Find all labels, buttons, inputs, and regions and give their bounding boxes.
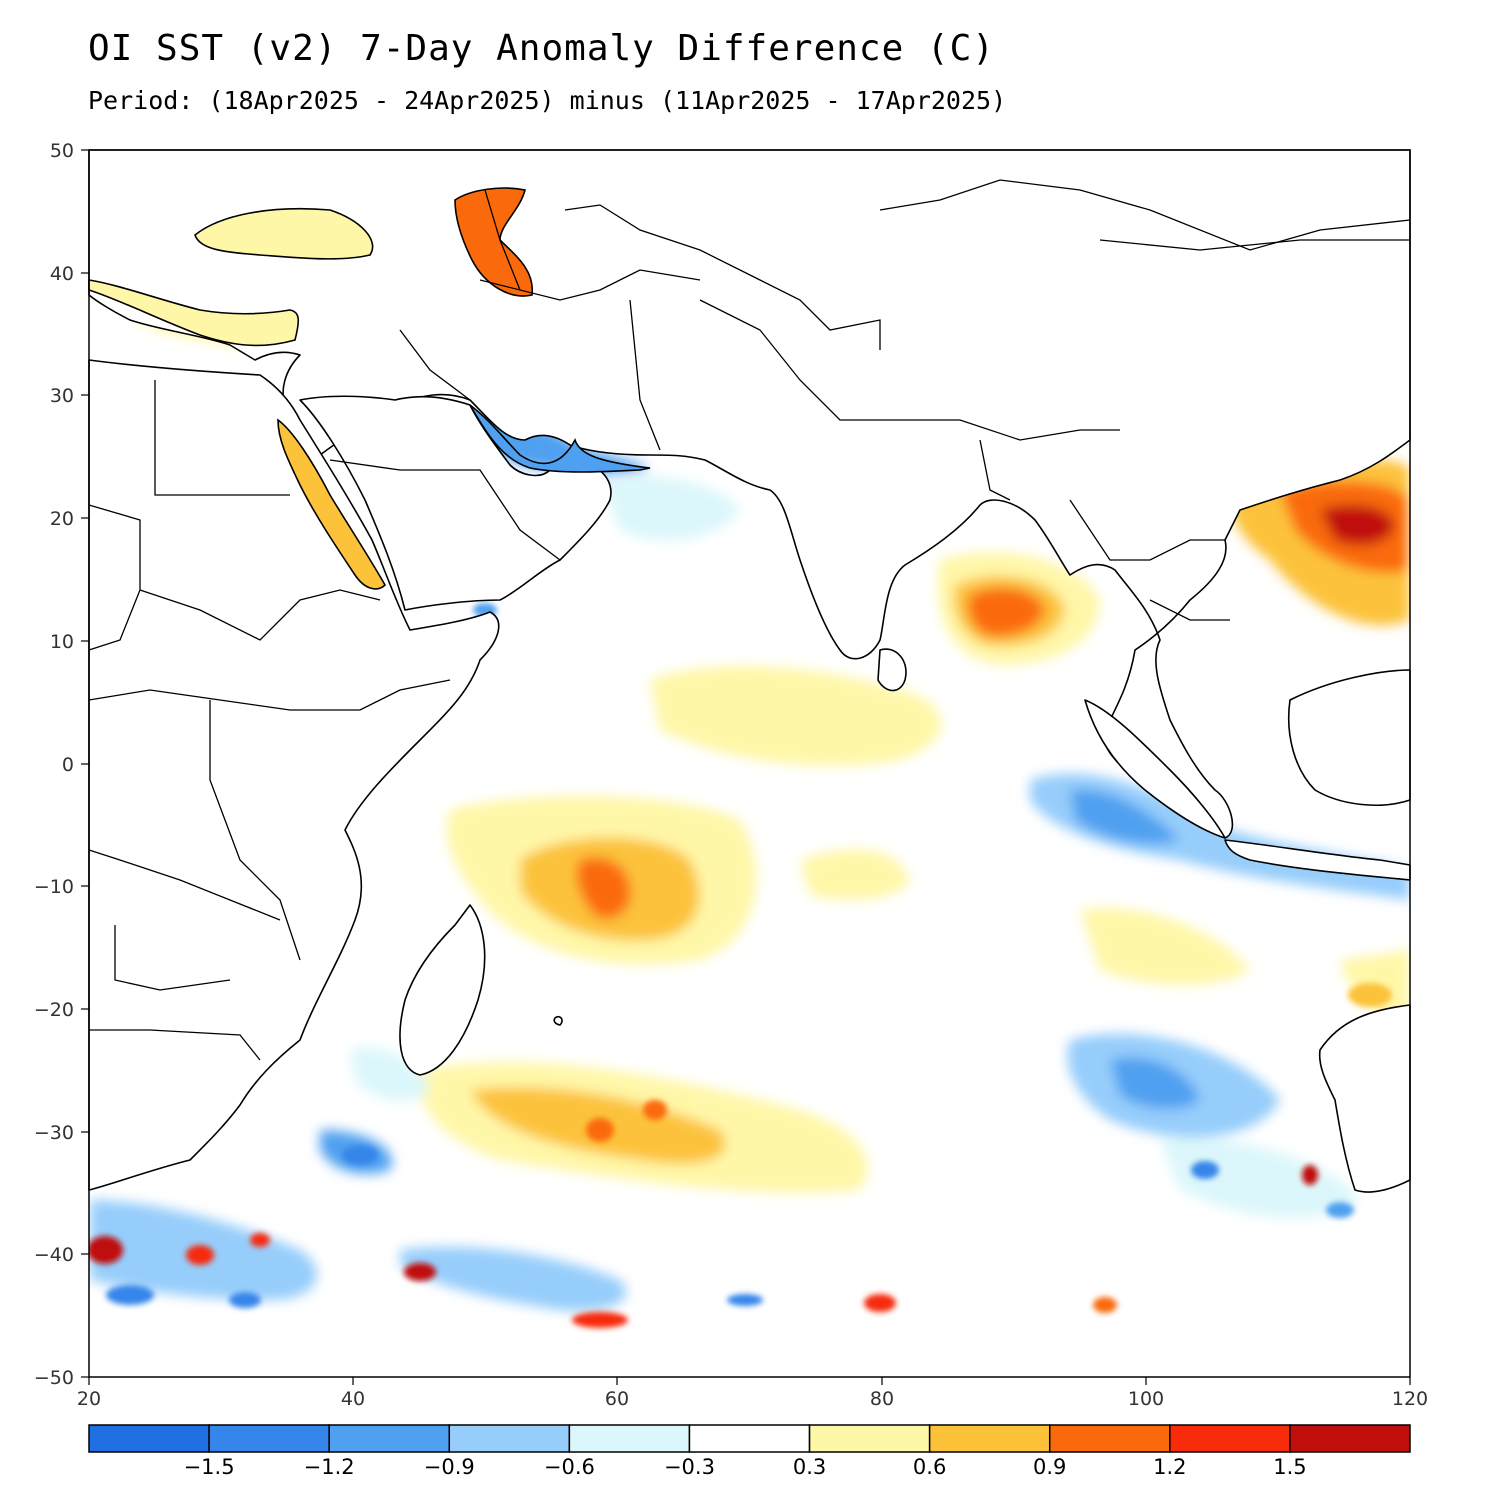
- anomaly-cool-southern-ocean-band: [400, 1246, 627, 1311]
- black-sea: [194, 207, 374, 260]
- colorbar-label: 1.5: [1273, 1455, 1306, 1479]
- persian-gulf: [469, 404, 651, 473]
- anomaly-cool-south-aus: [1160, 1138, 1360, 1219]
- colorbar-swatch: [1289, 1424, 1411, 1453]
- eddy-warm: [186, 1245, 214, 1265]
- land-sumatra: [1084, 699, 1226, 839]
- colorbar: −1.5 −1.2 −0.9 −0.6 −0.3 0.3 0.6 0.9 1.2 1.5: [88, 1424, 1411, 1479]
- x-tick-label: 40: [341, 1388, 365, 1410]
- y-tick-label: −30: [34, 1122, 74, 1144]
- y-tick-label: 40: [50, 263, 74, 285]
- eddy-cool: [342, 1145, 378, 1165]
- inland-seas: [88, 187, 651, 590]
- y-tick-label: 20: [50, 508, 74, 530]
- colorbar-swatch: [928, 1424, 1051, 1453]
- colorbar-swatch: [808, 1424, 931, 1453]
- eddy-warm: [643, 1100, 667, 1120]
- period-subtitle: Period: (18Apr2025 - 24Apr2025) minus (1…: [88, 86, 1007, 115]
- eddy-cool: [106, 1285, 154, 1305]
- colorbar-label: −0.9: [424, 1455, 475, 1479]
- eddy-cool: [1326, 1202, 1354, 1218]
- colorbar-label: −0.6: [544, 1455, 595, 1479]
- x-tick-label: 100: [1128, 1388, 1164, 1410]
- x-tick-label: 80: [870, 1388, 894, 1410]
- x-tick-label: 120: [1392, 1388, 1428, 1410]
- x-axis: [88, 1377, 1411, 1385]
- colorbar-swatch: [208, 1424, 330, 1453]
- eddy-cool: [1191, 1161, 1219, 1179]
- eddy-cool: [229, 1292, 261, 1308]
- land-java-indonesia: [1224, 839, 1411, 881]
- anomaly-warm-se-io: [1080, 908, 1250, 985]
- x-tick-label: 60: [605, 1388, 629, 1410]
- landmasses: [88, 149, 1411, 1193]
- country-borders: [88, 179, 1411, 1061]
- eddy-warm: [404, 1263, 436, 1281]
- land-australia: [1318, 1004, 1411, 1193]
- y-tick-label: −20: [34, 999, 74, 1021]
- y-tick-label: 10: [50, 631, 74, 653]
- colorbar-swatch: [328, 1424, 451, 1453]
- colorbar-label: 0.6: [913, 1455, 946, 1479]
- land-madagascar: [399, 904, 486, 1076]
- colorbar-swatch: [448, 1424, 571, 1453]
- map-title: OI SST (v2) 7-Day Anomaly Difference (C): [88, 28, 995, 69]
- colorbar-label: 1.2: [1153, 1455, 1186, 1479]
- eddy-warm: [250, 1233, 270, 1247]
- red-sea: [277, 418, 386, 590]
- colorbar-swatch: [88, 1424, 210, 1453]
- y-axis: [81, 149, 89, 1378]
- colorbar-swatch: [568, 1424, 691, 1453]
- anomaly-warm-bay-bengal-core: [968, 587, 1045, 637]
- anomaly-warm-scs-peak: [1320, 505, 1395, 545]
- eddy-warm: [1348, 983, 1392, 1007]
- anomaly-warm-arabian-sea: [650, 666, 942, 766]
- land-sri-lanka: [877, 648, 907, 692]
- eddy-cool: [727, 1294, 763, 1306]
- y-tick-labels: 50 40 30 20 10 0 −10 −20 −30 −40 −50: [34, 140, 74, 1389]
- land-africa: [88, 359, 500, 1191]
- anomaly-cool-mozambique: [350, 1047, 430, 1101]
- eddy-warm: [1302, 1165, 1318, 1185]
- eddy-warm: [572, 1312, 628, 1328]
- land-borneo: [1287, 669, 1411, 806]
- eddy-warm: [1093, 1297, 1117, 1313]
- y-tick-label: 50: [50, 140, 74, 162]
- colorbar-label: 0.9: [1033, 1455, 1066, 1479]
- anomaly-warm-central-io-peak: [576, 857, 631, 919]
- y-tick-label: 0: [62, 754, 74, 776]
- y-tick-label: −40: [34, 1244, 74, 1266]
- y-tick-label: −10: [34, 876, 74, 898]
- land-mauritius-reunion: [553, 1015, 563, 1026]
- colorbar-label: −1.2: [304, 1455, 355, 1479]
- anomaly-cool-arabian-sea: [600, 476, 740, 541]
- colorbar-label: −0.3: [664, 1455, 715, 1479]
- mediterranean-east: [88, 279, 300, 347]
- anomaly-cool-se-io-core: [1110, 1057, 1200, 1110]
- colorbar-label: −1.5: [184, 1455, 235, 1479]
- land-arabia: [299, 395, 612, 611]
- x-tick-labels: 20 40 60 80 100 120: [77, 1388, 1428, 1410]
- caspian-sea: [454, 187, 533, 297]
- colorbar-swatch: [1048, 1424, 1171, 1453]
- x-tick-label: 20: [77, 1388, 101, 1410]
- eddy-warm: [89, 1236, 123, 1264]
- colorbar-swatch: [1169, 1424, 1291, 1453]
- anomaly-warm-east-io: [800, 849, 910, 900]
- colorbar-label: 0.3: [793, 1455, 826, 1479]
- y-tick-label: −50: [34, 1367, 74, 1389]
- y-tick-label: 30: [50, 385, 74, 407]
- eddy-warm: [586, 1118, 614, 1142]
- eddy-warm: [864, 1294, 896, 1312]
- anomaly-cool-sumatra-core: [1070, 789, 1180, 844]
- colorbar-swatch: [688, 1424, 811, 1453]
